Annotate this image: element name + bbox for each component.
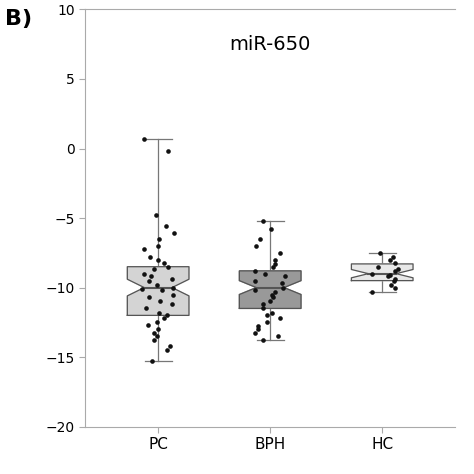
Point xyxy=(256,235,264,243)
Point xyxy=(279,280,286,287)
Polygon shape xyxy=(239,271,301,309)
Point xyxy=(391,277,398,284)
Text: B): B) xyxy=(5,9,32,29)
Point xyxy=(264,319,271,326)
Point xyxy=(142,305,150,312)
Point xyxy=(276,249,283,256)
Point xyxy=(259,337,267,344)
Point xyxy=(255,326,262,333)
Point xyxy=(267,225,275,233)
Point xyxy=(259,217,267,225)
Point xyxy=(266,298,273,305)
Point xyxy=(138,285,146,293)
Point xyxy=(160,314,168,322)
Point xyxy=(268,309,276,316)
Point xyxy=(272,256,279,264)
Point xyxy=(168,301,176,308)
Point xyxy=(376,249,383,256)
Point xyxy=(156,298,164,305)
Point xyxy=(154,332,161,340)
Point xyxy=(374,263,382,271)
Point xyxy=(155,242,162,250)
Point xyxy=(155,235,163,243)
Point xyxy=(148,357,155,365)
Point xyxy=(269,263,276,271)
Point xyxy=(384,273,392,280)
Point xyxy=(153,281,160,289)
Point xyxy=(152,211,160,219)
Point xyxy=(387,281,394,289)
Point xyxy=(251,287,259,294)
Point xyxy=(163,311,170,319)
Point xyxy=(153,319,161,326)
Point xyxy=(171,229,178,237)
Point xyxy=(282,273,289,280)
Point xyxy=(263,311,271,319)
Point xyxy=(154,326,162,333)
Point xyxy=(147,273,155,280)
Point xyxy=(155,309,163,316)
Point xyxy=(140,270,147,277)
Polygon shape xyxy=(351,264,413,281)
Point xyxy=(270,293,277,301)
Point xyxy=(279,284,287,292)
Point xyxy=(140,135,148,143)
Point xyxy=(169,284,176,292)
Point xyxy=(389,253,397,261)
Point xyxy=(158,287,165,294)
Point xyxy=(394,266,402,273)
Point xyxy=(255,323,262,330)
Text: miR-650: miR-650 xyxy=(229,35,311,54)
Point xyxy=(271,260,279,268)
Point xyxy=(160,259,168,266)
Point xyxy=(164,147,171,155)
Polygon shape xyxy=(128,267,189,315)
Point xyxy=(262,270,269,277)
Point xyxy=(391,259,398,266)
Point xyxy=(386,256,394,264)
Point xyxy=(392,267,399,274)
Point xyxy=(164,263,172,271)
Point xyxy=(150,329,158,337)
Point xyxy=(164,346,171,354)
Point xyxy=(268,291,276,298)
Point xyxy=(251,329,259,337)
Point xyxy=(145,277,152,284)
Point xyxy=(276,314,283,322)
Point xyxy=(166,342,173,350)
Point xyxy=(146,253,154,261)
Point xyxy=(252,242,259,250)
Point xyxy=(369,270,376,277)
Point xyxy=(162,223,169,230)
Point xyxy=(392,275,399,283)
Point xyxy=(273,332,281,340)
Point xyxy=(146,293,153,301)
Point xyxy=(155,256,162,264)
Point xyxy=(140,245,147,253)
Point xyxy=(168,275,176,283)
Point xyxy=(170,291,177,298)
Point xyxy=(145,321,152,329)
Point xyxy=(387,271,394,279)
Point xyxy=(272,288,279,295)
Point xyxy=(260,305,267,312)
Point xyxy=(150,337,157,344)
Point xyxy=(252,277,259,284)
Point xyxy=(259,301,267,308)
Point xyxy=(251,267,258,274)
Point xyxy=(150,266,158,273)
Point xyxy=(368,288,375,295)
Point xyxy=(391,284,399,292)
